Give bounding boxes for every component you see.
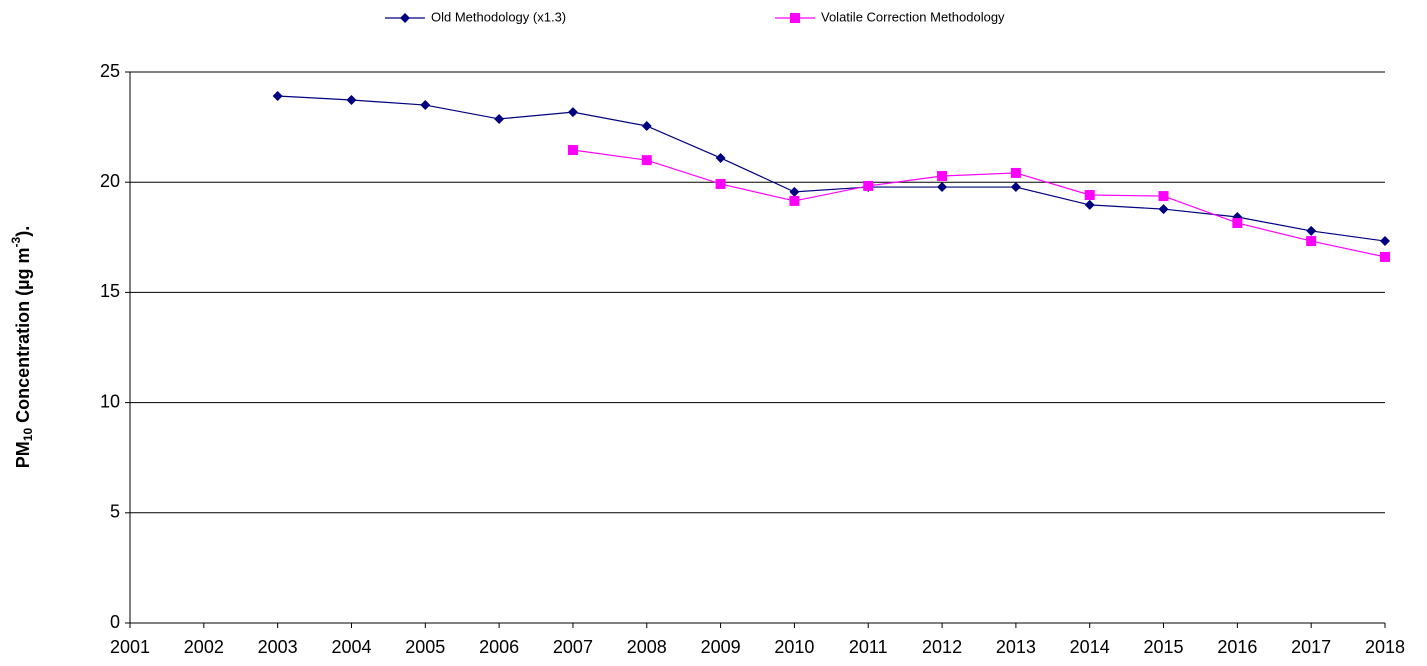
marker xyxy=(1306,225,1317,236)
marker xyxy=(567,145,578,156)
marker xyxy=(1232,217,1243,228)
x-tick-label: 2001 xyxy=(110,637,150,657)
marker xyxy=(1084,189,1095,200)
series-line xyxy=(572,149,1386,258)
y-label-subscript: 10 xyxy=(21,428,35,442)
marker xyxy=(1380,251,1390,262)
marker xyxy=(1306,236,1317,247)
x-tick-label: 2018 xyxy=(1365,637,1405,657)
marker xyxy=(937,182,948,193)
y-tick-label: 20 xyxy=(100,171,120,191)
x-tick-label: 2009 xyxy=(701,637,741,657)
y-label-part: ). xyxy=(13,226,33,237)
marker xyxy=(346,94,357,105)
x-tick-label: 2005 xyxy=(405,637,445,657)
marker xyxy=(1380,236,1390,247)
y-label-superscript: -3 xyxy=(9,236,23,247)
x-tick-label: 2008 xyxy=(627,637,667,657)
y-tick-label: 10 xyxy=(100,391,120,411)
x-tick-label: 2013 xyxy=(996,637,1036,657)
marker xyxy=(400,13,410,23)
marker xyxy=(641,155,652,166)
marker xyxy=(420,100,431,111)
legend-label: Old Methodology (x1.3) xyxy=(431,9,566,24)
marker xyxy=(863,180,874,191)
marker xyxy=(567,107,578,118)
marker xyxy=(272,91,283,102)
marker xyxy=(715,178,726,189)
series-line xyxy=(277,95,1386,242)
x-tick-label: 2004 xyxy=(331,637,371,657)
x-tick-label: 2006 xyxy=(479,637,519,657)
y-tick-label: 0 xyxy=(110,612,120,632)
marker xyxy=(789,195,800,206)
marker xyxy=(937,171,948,182)
y-tick-label: 25 xyxy=(100,61,120,81)
marker xyxy=(715,152,726,163)
marker xyxy=(641,120,652,131)
marker xyxy=(1010,182,1021,193)
marker xyxy=(790,13,800,23)
marker xyxy=(789,186,800,197)
x-tick-label: 2015 xyxy=(1144,637,1184,657)
x-tick-label: 2007 xyxy=(553,637,593,657)
x-tick-label: 2002 xyxy=(184,637,224,657)
marker xyxy=(1158,191,1169,202)
x-tick-label: 2011 xyxy=(849,637,888,657)
x-tick-label: 2010 xyxy=(774,637,814,657)
x-tick-label: 2012 xyxy=(922,637,962,657)
marker xyxy=(1010,167,1021,178)
x-tick-label: 2016 xyxy=(1217,637,1257,657)
y-tick-label: 15 xyxy=(100,281,120,301)
x-tick-label: 2017 xyxy=(1291,637,1331,657)
y-axis-label: PM10 Concentration (µg m-3). xyxy=(9,226,35,468)
marker xyxy=(1158,204,1169,215)
y-label-part: PM xyxy=(13,441,33,468)
marker xyxy=(494,113,505,124)
y-label-part: Concentration (µg m xyxy=(13,247,33,427)
x-tick-label: 2014 xyxy=(1070,637,1110,657)
y-tick-label: 5 xyxy=(110,502,120,522)
marker xyxy=(1084,199,1095,210)
legend-label: Volatile Correction Methodology xyxy=(821,9,1005,24)
x-tick-label: 2003 xyxy=(258,637,298,657)
